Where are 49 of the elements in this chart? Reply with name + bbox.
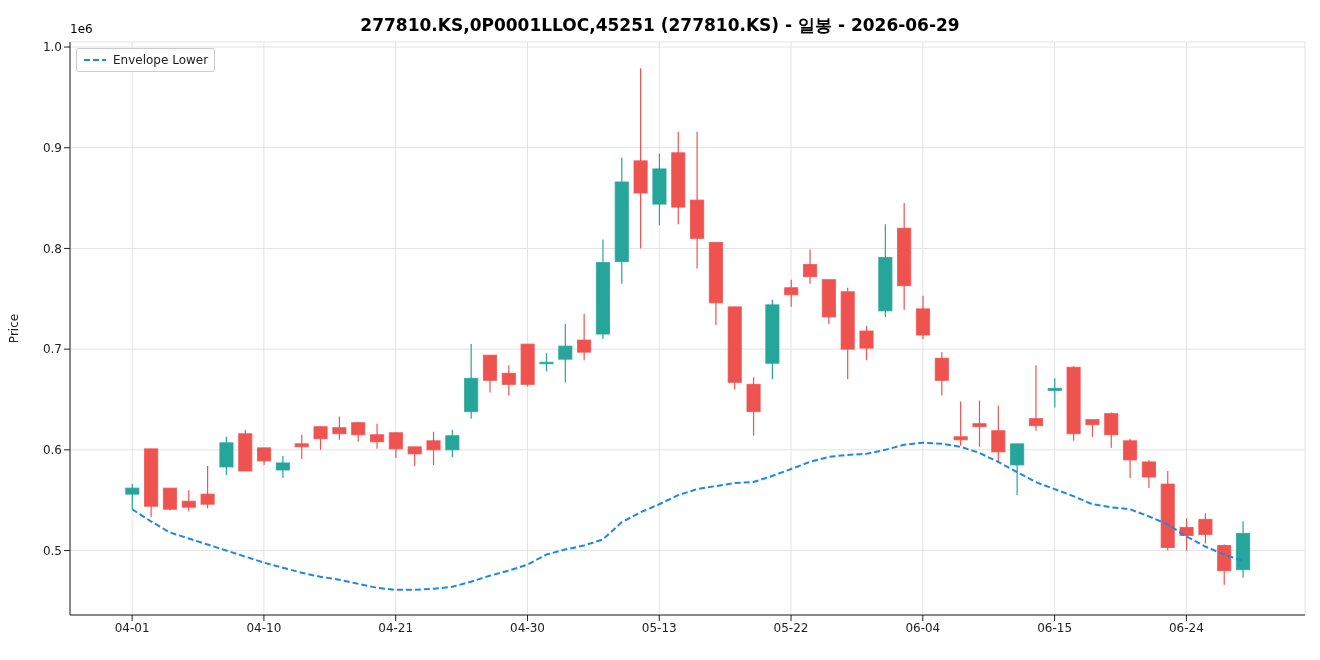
y-tick-label: 0.6 xyxy=(42,443,62,458)
candlestick xyxy=(181,489,196,512)
candlestick xyxy=(275,455,290,479)
candlestick xyxy=(972,399,987,448)
y-tick-label: 0.7 xyxy=(42,342,62,357)
candlestick xyxy=(1198,512,1213,545)
candlestick xyxy=(577,313,592,361)
y-tick-label: 0.5 xyxy=(42,543,62,558)
candlestick xyxy=(388,432,403,459)
candlestick xyxy=(934,351,949,397)
candlestick xyxy=(294,434,309,460)
x-tick-label: 05-22 xyxy=(773,620,809,635)
candlestick xyxy=(426,431,441,466)
x-tick-label: 06-15 xyxy=(1037,620,1073,635)
candlestick xyxy=(991,404,1006,464)
legend-label: Envelope Lower xyxy=(113,52,209,68)
candlestick xyxy=(200,465,215,509)
candlestick xyxy=(332,416,347,441)
candlestick xyxy=(784,279,799,308)
candlestick xyxy=(407,446,422,467)
candlestick xyxy=(501,364,516,397)
y-tick-label: 1.0 xyxy=(42,40,62,55)
candlestick xyxy=(558,323,573,383)
candlestick xyxy=(953,400,968,447)
y-axis-title: Price xyxy=(7,313,22,344)
candlestick xyxy=(313,426,328,451)
candlestick xyxy=(1028,364,1044,432)
candlestick xyxy=(1104,411,1119,449)
candlestick xyxy=(1179,517,1194,552)
chart-title: 277810.KS,0P0001LLOC,45251 (277810.KS) - 일봉 - 2026-06-29 xyxy=(360,15,960,35)
y-tick-label: 0.9 xyxy=(42,141,62,155)
candlestick xyxy=(1010,443,1025,496)
x-tick-label: 04-01 xyxy=(114,620,150,635)
x-tick-label: 06-24 xyxy=(1168,620,1204,635)
candlestick xyxy=(125,483,140,510)
candlestick xyxy=(369,423,385,450)
candlestick xyxy=(1047,377,1062,409)
candlestick xyxy=(859,325,874,361)
candlestick xyxy=(445,429,460,458)
text: 1e6 xyxy=(70,22,93,36)
x-tick-label: 06-04 xyxy=(905,620,941,635)
candlestick xyxy=(802,248,818,285)
x-tick-label: 04-30 xyxy=(510,620,545,635)
x-tick-label: 04-21 xyxy=(378,620,414,635)
candlestick xyxy=(1123,438,1138,479)
candlestick xyxy=(1141,459,1157,489)
y-tick-label: 0.8 xyxy=(42,241,62,256)
x-tick-label: 05-13 xyxy=(641,620,677,635)
x-tick-label: 04-10 xyxy=(246,620,282,635)
